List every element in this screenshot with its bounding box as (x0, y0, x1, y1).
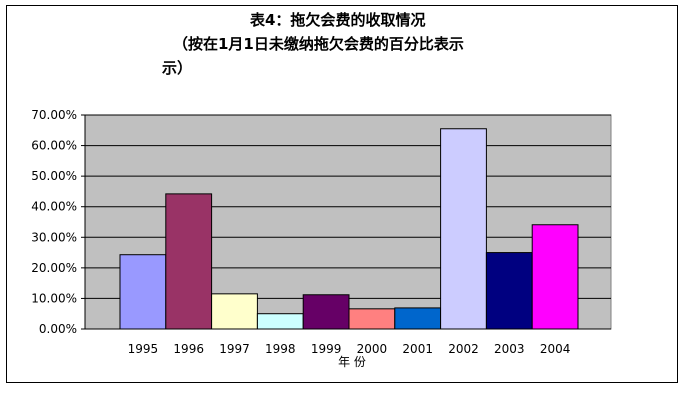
axes (81, 114, 611, 330)
chart-title-line-3: 示） (162, 59, 193, 77)
x-tick-label: 2004 (540, 342, 571, 356)
bar-1999 (302, 294, 350, 330)
y-tick-label: 50.00% (31, 169, 77, 183)
bar-1997 (211, 293, 258, 330)
chart-title: 表4：拖欠会费的收取情况 （按在1月1日未缴纳拖欠会费的百分比表示 示） (0, 0, 688, 100)
bar-1996 (165, 193, 213, 330)
x-tick-label: 1997 (219, 342, 250, 356)
chart-title-line-1: 表4：拖欠会费的收取情况 (250, 11, 426, 29)
x-tick-label: 2002 (448, 342, 479, 356)
y-tick-label: 40.00% (31, 200, 77, 214)
y-tick-label: 20.00% (31, 261, 77, 275)
x-axis-tick-labels: 1995 1996 1997 1998 1999 2000 2001 2002 2003 2004 (128, 342, 571, 356)
chart-title-line-2: （按在1月1日未缴纳拖欠会费的百分比表示 (173, 35, 464, 53)
bar-2003 (485, 252, 533, 330)
bar-2002 (440, 128, 487, 330)
y-tick-label: 10.00% (31, 291, 77, 305)
x-tick-label: 1998 (265, 342, 296, 356)
bar-2000 (348, 308, 396, 330)
y-tick-label: 30.00% (31, 230, 77, 244)
x-tick-label: 2001 (402, 342, 433, 356)
x-tick-label: 1999 (311, 342, 342, 356)
x-tick-label: 2003 (494, 342, 525, 356)
y-tick-label: 70.00% (31, 108, 77, 122)
x-tick-label: 1996 (173, 342, 204, 356)
bar-2004 (531, 224, 579, 330)
y-axis-tick-labels: 0.00% 10.00% 20.00% 30.00% 40.00% 50.00% 60.00… (31, 108, 77, 336)
x-tick-label: 1995 (128, 342, 159, 356)
bars (119, 128, 579, 330)
x-axis-label: 年 份 (338, 355, 366, 369)
bar-1995 (119, 254, 167, 330)
y-tick-label: 60.00% (31, 139, 77, 153)
y-tick-label: 0.00% (39, 322, 77, 336)
bar-1998 (256, 313, 304, 330)
bar-2001 (394, 307, 442, 330)
x-tick-label: 2000 (357, 342, 388, 356)
